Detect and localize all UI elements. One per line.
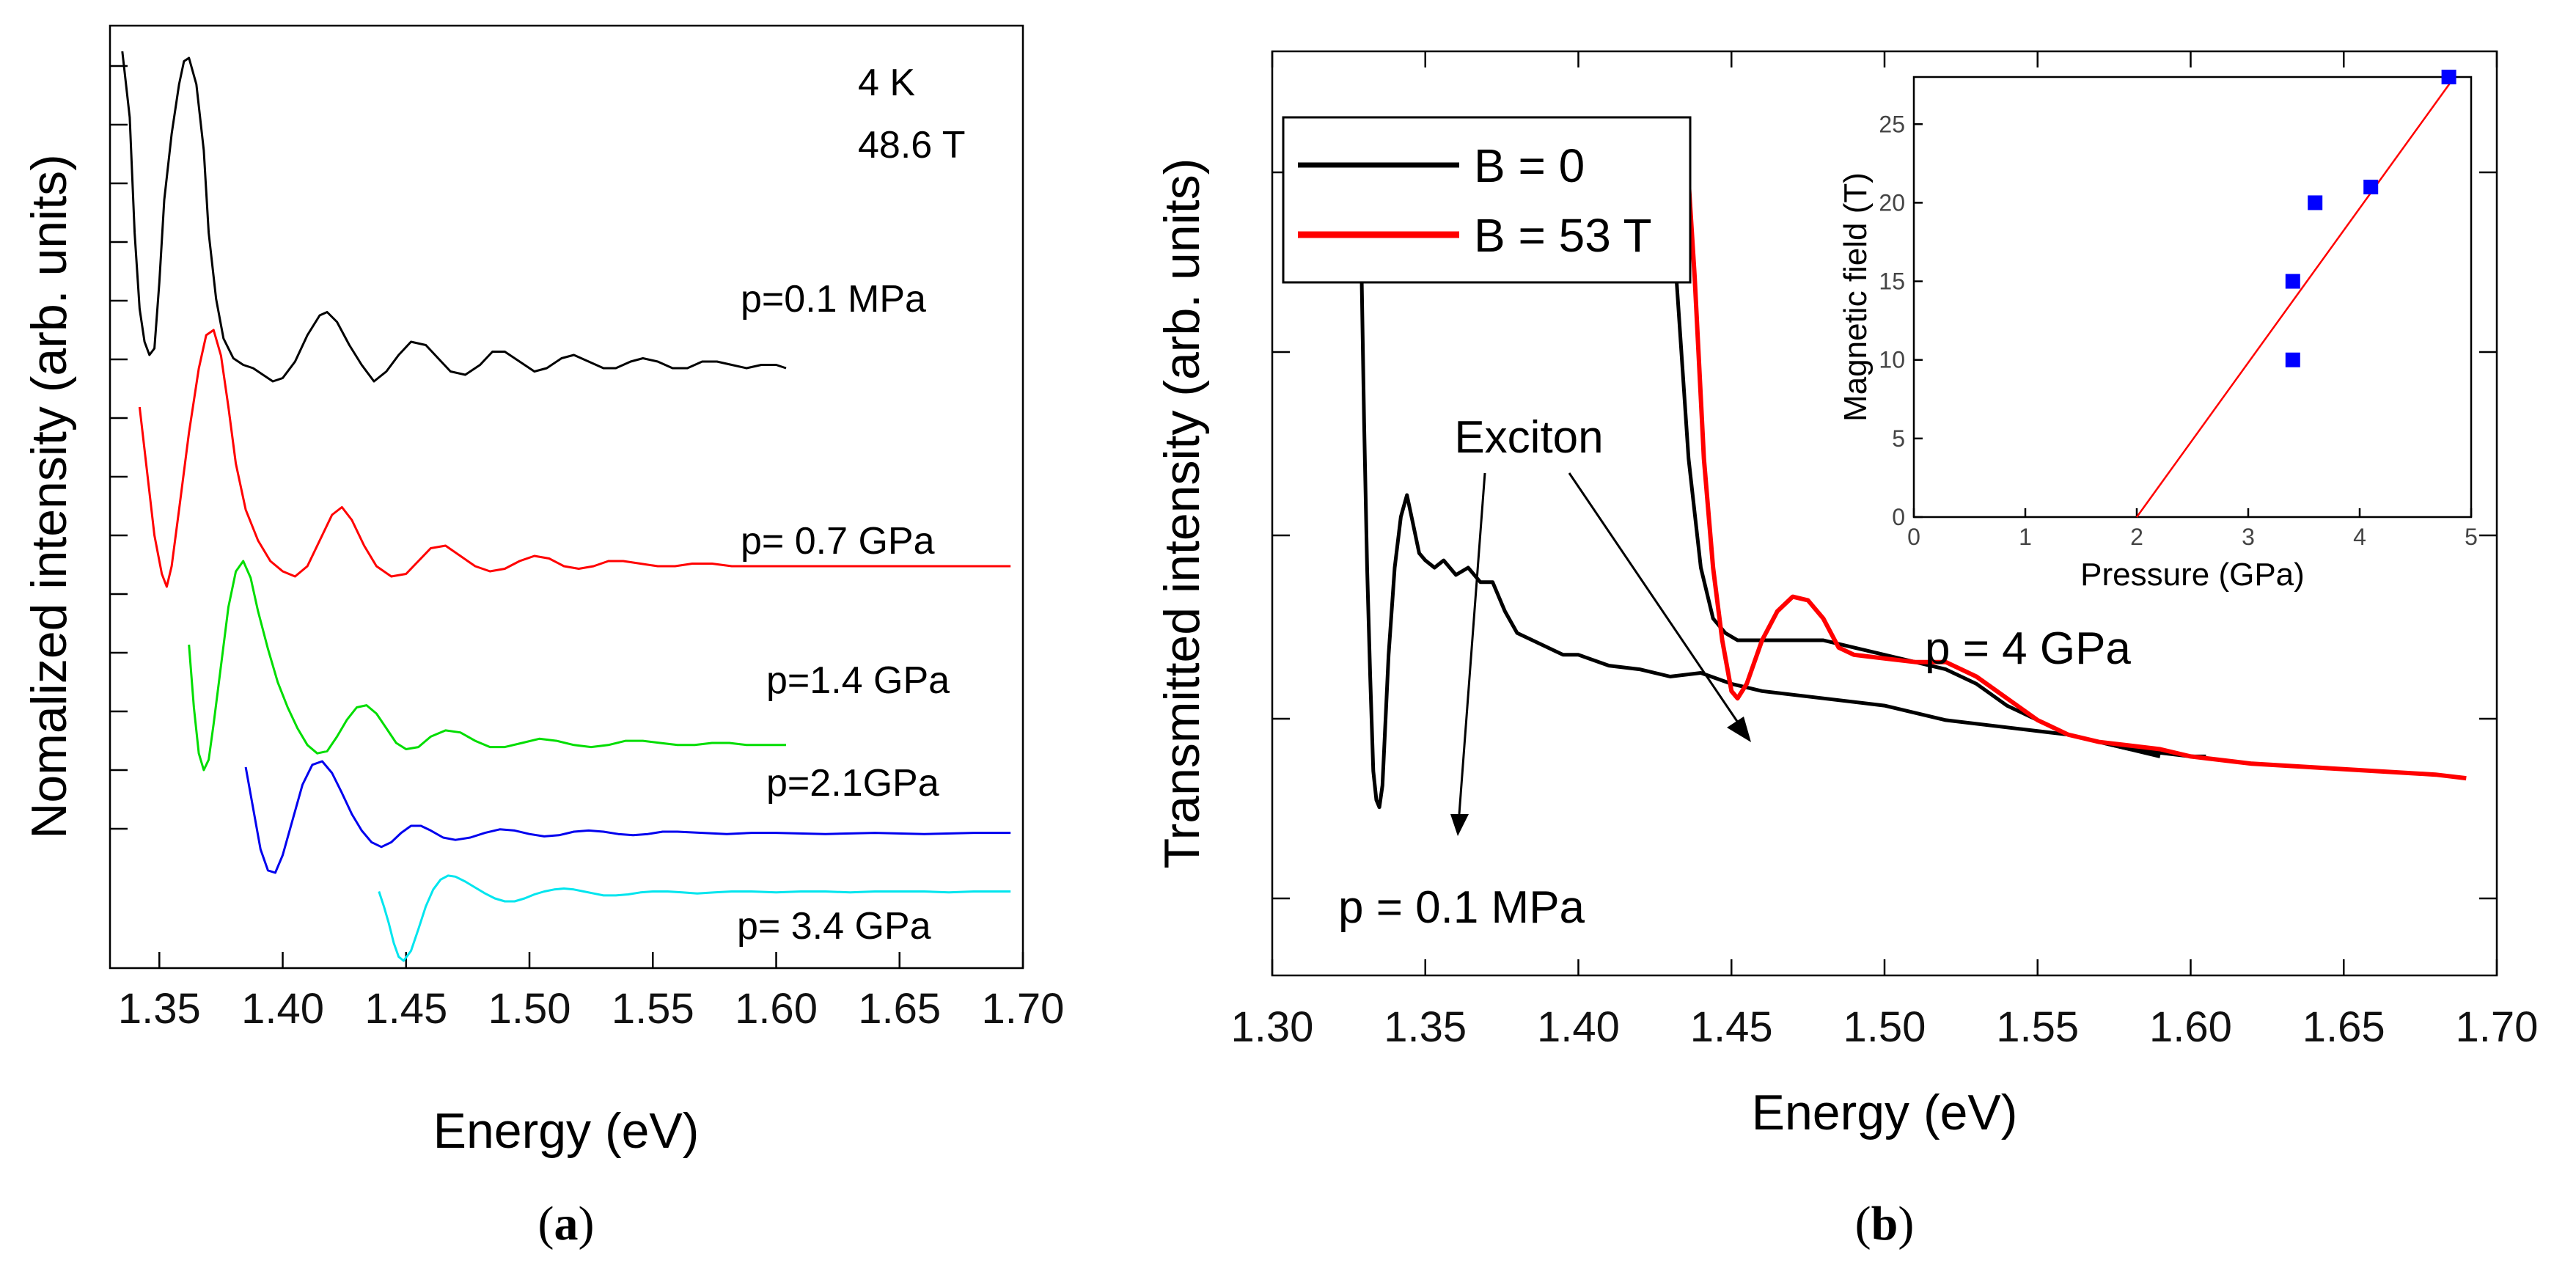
panel-a-label-series-1: p=0.1 MPa [741, 278, 926, 321]
inset-data-point [2441, 70, 2456, 84]
inset-y-tick-label: 5 [1892, 425, 1905, 452]
panel-a-series-line-3 [188, 560, 786, 772]
panel-b: 1.30 1.35 1.40 1.45 1.50 1.55 1.60 1.65 1.70 B =… [1154, 50, 2539, 1250]
panel-b-x-tick-label: 1.40 [1537, 1003, 1620, 1051]
inset-y-axis-label: Magnetic field (T) [1838, 172, 1874, 422]
inset-y-tick-label: 25 [1879, 111, 1905, 137]
inset-x-tick-label: 1 [2019, 524, 2032, 550]
inset-x-tick-label: 4 [2353, 524, 2366, 550]
exciton-arrow-1-head [1450, 814, 1469, 836]
panel-a-frame [109, 24, 1024, 970]
panel-b-caption: (b) [1855, 1197, 1915, 1250]
panel-a-label-series-4: p=2.1GPa [766, 762, 939, 805]
panel-b-x-tick-label: 1.70 [2456, 1003, 2539, 1051]
panel-a-series-line-5 [378, 874, 1011, 962]
panel-b-x-tick-label: 1.60 [2149, 1003, 2232, 1051]
panel-a-x-tick-label: 1.60 [735, 985, 818, 1033]
inset-y-tick-label: 0 [1892, 504, 1905, 530]
panel-b-x-axis-label: Energy (eV) [1752, 1085, 2018, 1140]
panel-a-temperature: 4 K [858, 62, 915, 104]
panel-b-legend: B = 0 B = 53 T [1282, 116, 1692, 284]
panel-b-x-tick-label: 1.45 [1690, 1003, 1773, 1051]
inset-ticks: 0 1 2 3 4 5 0 5 10 15 20 25 [1879, 111, 2477, 550]
panel-b-x-tick-label: 1.65 [2302, 1003, 2385, 1051]
inset-x-axis-label: Pressure (GPa) [2080, 557, 2305, 593]
legend-box [1282, 116, 1692, 284]
panel-a-y-axis-label: Nomalized intensity (arb. units) [21, 154, 77, 838]
inset-data-point [2363, 180, 2379, 194]
exciton-label: Exciton [1454, 412, 1603, 463]
panel-a-x-tick-label: 1.65 [858, 985, 941, 1033]
inset-x-tick-label: 3 [2242, 524, 2255, 550]
legend-label-b0: B = 0 [1474, 139, 1585, 192]
panel-a-series-line-1 [121, 51, 787, 383]
panel-b-x-ticks: 1.30 1.35 1.40 1.45 1.50 1.55 1.60 1.65 1.70 [1231, 51, 2539, 1051]
inset-frame [1912, 76, 2473, 519]
inset-y-tick-label: 20 [1879, 189, 1905, 216]
inset-x-tick-label: 0 [1907, 524, 1920, 550]
panel-a-axes [109, 24, 1024, 970]
panel-a-x-tick-label: 1.50 [488, 985, 571, 1033]
panel-a-x-tick-label: 1.35 [118, 985, 201, 1033]
panel-b-x-tick-label: 1.35 [1384, 1003, 1467, 1051]
inset-y-tick-label: 10 [1879, 347, 1905, 373]
panel-b-y-ticks [1272, 171, 2497, 900]
inset-data-point [2285, 352, 2300, 367]
panel-b-series-line-3 [1683, 131, 2467, 781]
inset-data-point [2285, 274, 2300, 289]
panel-a-x-ticks: 1.35 1.40 1.45 1.50 1.55 1.60 1.65 1.70 [118, 952, 1065, 1033]
label-p-01mpa: p = 0.1 MPa [1338, 882, 1585, 933]
panel-a: 1.35 1.40 1.45 1.50 1.55 1.60 1.65 1.70 4 K 48.… [21, 24, 1065, 1250]
inset-x-tick-label: 2 [2130, 524, 2143, 550]
panel-b-x-tick-label: 1.55 [1996, 1003, 2079, 1051]
panel-b-x-tick-label: 1.50 [1843, 1003, 1926, 1051]
panel-a-x-tick-label: 1.55 [612, 985, 694, 1033]
exciton-arrow-2 [1568, 472, 1739, 723]
exciton-arrow-2-head [1727, 717, 1751, 742]
panel-b-x-tick-label: 1.30 [1231, 1003, 1314, 1051]
panel-a-field: 48.6 T [858, 124, 965, 166]
inset-background [1914, 77, 2471, 517]
panel-a-x-tick-label: 1.70 [982, 985, 1065, 1033]
panel-a-x-tick-label: 1.40 [241, 985, 324, 1033]
panel-a-label-series-3: p=1.4 GPa [766, 659, 950, 702]
panel-a-y-ticks [110, 65, 128, 830]
panel-a-series [121, 51, 1011, 962]
inset-data-point [2308, 195, 2323, 210]
inset-x-tick-label: 5 [2465, 524, 2478, 550]
exciton-arrow-1 [1458, 472, 1486, 815]
panel-b-series [1356, 131, 2467, 810]
inset-fit-line [2135, 76, 2456, 518]
panel-a-series-line-2 [138, 329, 1011, 588]
inset-chart: 0 1 2 3 4 5 0 5 10 15 20 25 Pressure (GPa) Magnetic… [1838, 70, 2478, 593]
panel-a-x-axis-label: Energy (eV) [433, 1103, 700, 1159]
inset-y-tick-label: 15 [1879, 268, 1905, 295]
panel-a-series-line-4 [244, 760, 1011, 874]
panel-a-x-tick-label: 1.45 [364, 985, 447, 1033]
inset-marks [2135, 70, 2456, 518]
legend-label-b53: B = 53 T [1474, 209, 1652, 262]
panel-b-y-axis-label: Transmitted intensity (arb. units) [1154, 158, 1210, 869]
panel-b-series-line-1 [1356, 131, 2206, 810]
panel-a-label-series-2: p= 0.7 GPa [741, 520, 935, 563]
panel-a-caption: (a) [538, 1197, 595, 1250]
panel-a-label-series-5: p= 3.4 GPa [737, 905, 931, 948]
label-p-4gpa: p = 4 GPa [1925, 623, 2131, 674]
